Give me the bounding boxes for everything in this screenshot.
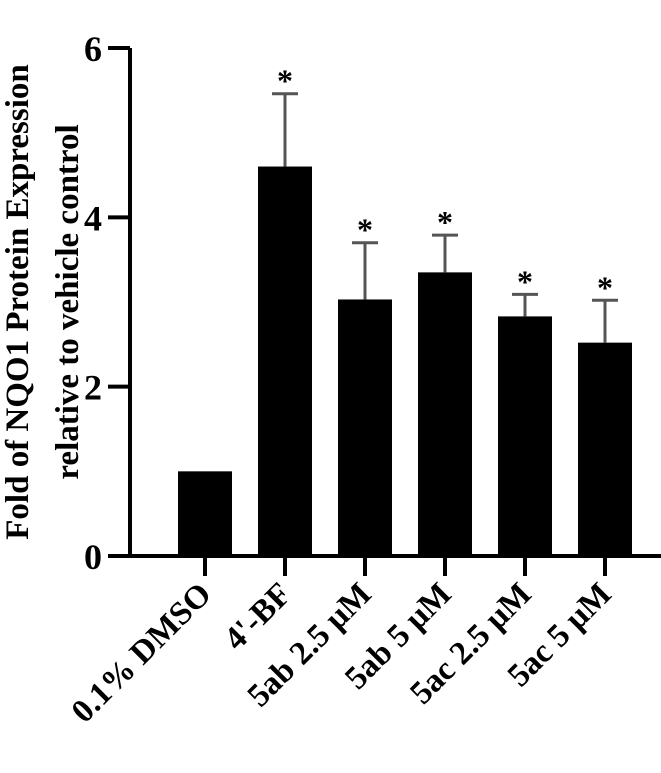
significance-asterisk: * <box>517 263 533 299</box>
y-axis-label-group: Fold of NQO1 Protein Expression relative … <box>0 64 86 539</box>
bar <box>498 316 552 556</box>
significance-asterisk: * <box>597 269 613 305</box>
bar <box>178 471 232 556</box>
y-tick-label: 4 <box>84 198 102 238</box>
category-label: 0.1% DMSO <box>65 576 219 730</box>
significance-asterisk: * <box>357 212 373 248</box>
y-axis-label-line: relative to vehicle control <box>50 124 86 479</box>
bar <box>258 166 312 557</box>
significance-markers: * * * * * <box>277 63 613 306</box>
bar <box>418 272 472 556</box>
error-bars <box>272 92 618 343</box>
bars <box>178 166 632 557</box>
bar <box>338 299 392 556</box>
significance-asterisk: * <box>437 204 453 240</box>
significance-asterisk: * <box>277 63 293 99</box>
y-axis-label-line: Fold of NQO1 Protein Expression <box>0 64 36 539</box>
y-tick-label: 6 <box>84 29 102 69</box>
bar <box>578 342 632 556</box>
y-tick-label: 0 <box>84 537 102 577</box>
y-tick-label: 2 <box>84 368 102 408</box>
